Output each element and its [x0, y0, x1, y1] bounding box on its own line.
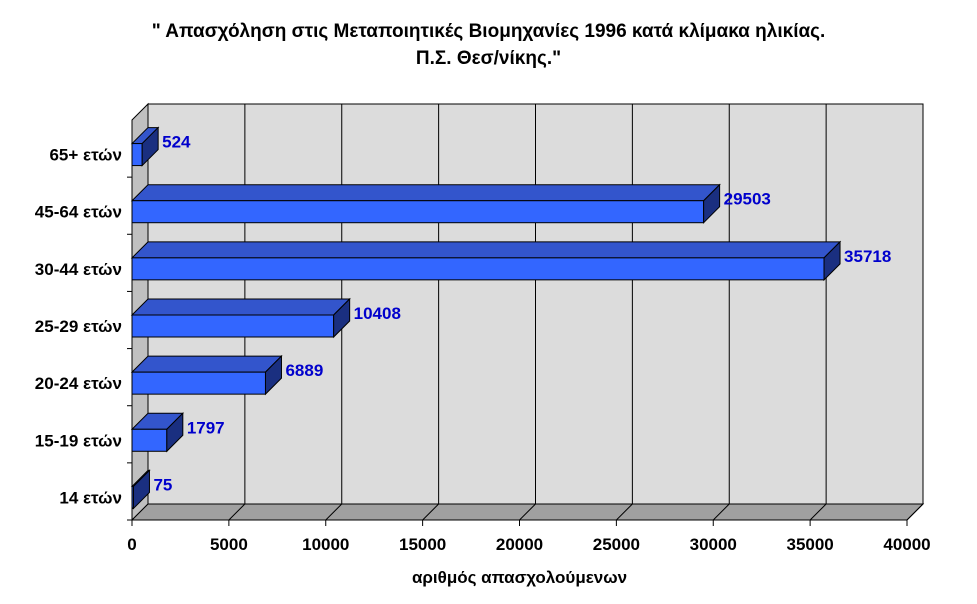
y-category-label: 65+ ετών [49, 146, 122, 165]
x-gridline-floor [422, 503, 439, 521]
chart-title: " Απασχόληση στις Μεταποιητικές Βιομηχαν… [0, 18, 977, 72]
x-gridline-floor [809, 503, 827, 521]
y-category-label: 20-24 ετών [35, 374, 122, 393]
bar-side [333, 297, 351, 339]
bar-top [130, 241, 842, 259]
bar [131, 143, 143, 167]
y-category-label: 14 ετών [59, 488, 122, 507]
x-tick-label: 10000 [302, 535, 349, 554]
bar-side [823, 240, 841, 282]
bar-side [132, 469, 150, 510]
bar [131, 428, 168, 452]
bar-side [166, 412, 184, 453]
x-gridline-floor [325, 503, 343, 521]
x-tick-label: 20000 [496, 535, 543, 554]
x-gridline-floor [519, 503, 536, 521]
y-category-label: 30-44 ετών [35, 260, 122, 279]
bar-side [264, 354, 282, 396]
y-category-label: 25-29 ετών [35, 317, 122, 336]
data-label: 75 [153, 475, 172, 494]
data-label: 524 [162, 133, 191, 152]
chart-title-line1: " Απασχόληση στις Μεταποιητικές Βιομηχαν… [151, 21, 826, 42]
bar-top [130, 355, 283, 373]
x-tick-label: 5000 [210, 535, 248, 554]
data-label: 29503 [724, 190, 771, 209]
data-label: 1797 [187, 418, 225, 437]
data-label: 6889 [285, 361, 323, 380]
y-category-label: 45-64 ετών [35, 203, 122, 222]
x-tick-label: 25000 [593, 535, 640, 554]
y-category-label: 15-19 ετών [35, 431, 122, 450]
bar [131, 314, 335, 338]
x-gridline-floor [906, 503, 924, 521]
x-gridline-floor [228, 503, 246, 521]
x-tick-label: 35000 [786, 535, 833, 554]
data-label: 10408 [354, 304, 401, 323]
x-axis-label: αριθμός απασχολούμενων [411, 568, 628, 587]
chart-title-line2: Π.Σ. Θεσ/νίκης." [415, 48, 562, 69]
x-tick-label: 0 [127, 535, 136, 554]
bar [131, 371, 266, 395]
bar [131, 257, 825, 281]
bar [131, 200, 705, 224]
x-tick-label: 30000 [690, 535, 737, 554]
bar-side [141, 126, 159, 167]
data-label: 35718 [844, 247, 891, 266]
x-gridline-floor [616, 503, 633, 521]
x-gridline-floor [712, 503, 730, 521]
bar-top [130, 184, 721, 202]
bar-top [130, 298, 351, 316]
bar-side [703, 183, 721, 224]
x-tick-label: 15000 [399, 535, 446, 554]
x-tick-label: 40000 [883, 535, 930, 554]
